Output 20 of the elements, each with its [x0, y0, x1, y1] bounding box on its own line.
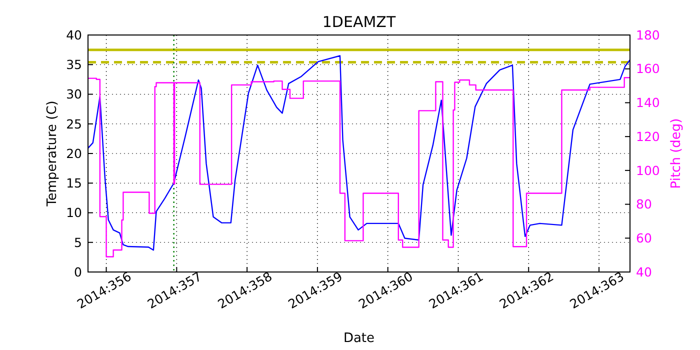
y2-tick-label: 120 [636, 128, 660, 144]
chart-title: 1DEAMZT [322, 13, 396, 31]
y-tick-label: 5 [74, 234, 82, 250]
y2-tick-label: 180 [636, 27, 660, 42]
y2-tick-label: 60 [636, 230, 652, 246]
y2-axis-title: Pitch (deg) [669, 118, 684, 189]
y2-tick-label: 160 [636, 61, 660, 76]
y2-tick-label: 80 [636, 196, 652, 212]
y2-tick-label: 40 [636, 264, 652, 280]
y2-tick-label: 140 [636, 95, 660, 110]
y-tick-label: 10 [66, 205, 82, 220]
y-axis-title: Temperature (C) [45, 100, 60, 208]
y-tick-label: 15 [66, 176, 82, 190]
y2-tick-label: 100 [636, 162, 660, 178]
y-tick-label: 40 [66, 27, 82, 42]
y-tick-label: 35 [66, 57, 82, 72]
y-tick-label: 20 [66, 146, 82, 161]
y-tick-label: 30 [66, 86, 82, 102]
x-axis-title: Date [343, 331, 375, 346]
y-tick-label: 25 [66, 116, 82, 132]
